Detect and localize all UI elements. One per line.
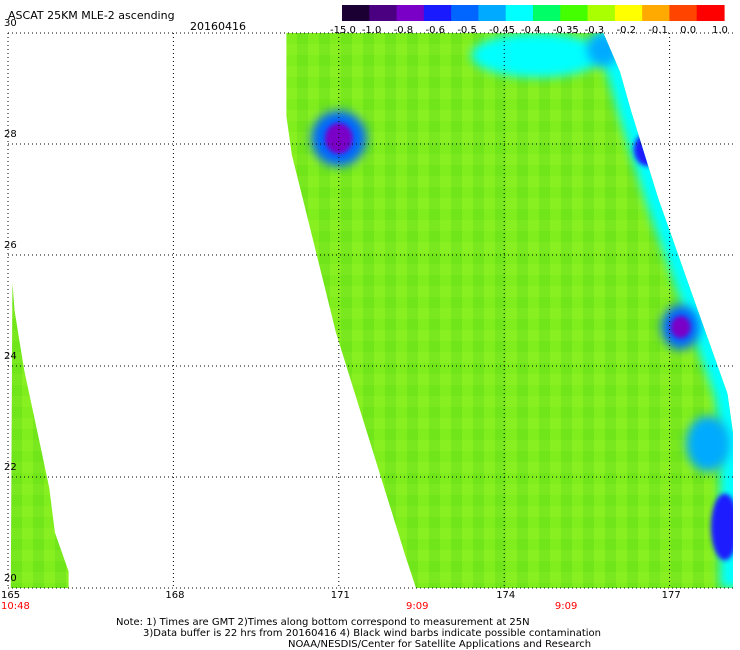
lon-label: 165 (1, 590, 21, 601)
map-title: ASCAT 25KM MLE-2 ascending (8, 9, 175, 22)
colorbar-label: -0.1 (648, 25, 668, 36)
colorbar-swatch (669, 5, 698, 21)
colorbar (342, 5, 725, 21)
colorbar-label: -0.6 (425, 25, 446, 36)
swath-right (286, 33, 733, 588)
colorbar-label: 0.0 (680, 25, 697, 36)
colorbar-swatch (533, 5, 561, 21)
lat-label: 22 (4, 462, 17, 473)
colorbar-label: -0.3 (584, 25, 605, 36)
data-patch-2 (471, 33, 604, 78)
swath-left (10, 282, 69, 588)
colorbar-swatch (696, 5, 725, 21)
colorbar-swatch (642, 5, 671, 21)
colorbar-label: -0.4 (521, 25, 541, 36)
lon-label: 174 (496, 590, 516, 601)
lat-label: 26 (4, 240, 17, 251)
colorbar-label: -0.5 (457, 25, 477, 36)
lon-label: 168 (165, 590, 185, 601)
note-line-2: 3)Data buffer is 22 hrs from 20160416 4)… (143, 628, 601, 639)
colorbar-swatch (342, 5, 370, 21)
time-label: 10:48 (1, 601, 30, 612)
lon-label: 177 (661, 590, 681, 601)
lat-lon-grid (7, 32, 733, 589)
colorbar-label: -0.2 (616, 25, 637, 36)
note-line-1: Note: 1) Times are GMT 2)Times along bot… (116, 617, 530, 628)
data-patch-4 (633, 132, 662, 167)
colorbar-label: -15.0 (330, 25, 356, 36)
colorbar-swatch (423, 5, 452, 21)
lat-label: 28 (4, 129, 17, 140)
colorbar-swatch (505, 5, 534, 21)
lat-label: 24 (4, 351, 17, 362)
colorbar-label: -0.35 (552, 25, 579, 36)
lat-label: 20 (4, 573, 17, 584)
data-patch-1 (325, 122, 353, 154)
note-line-3: NOAA/NESDIS/Center for Satellite Applica… (288, 639, 592, 650)
colorbar-swatch (560, 5, 589, 21)
colorbar-swatch (369, 5, 398, 21)
colorbar-swatch (451, 5, 480, 21)
colorbar-swatch (396, 5, 425, 21)
colorbar-swatch (587, 5, 616, 21)
colorbar-swatch (614, 5, 643, 21)
lat-label: 30 (4, 18, 17, 29)
time-label: 9:09 (554, 601, 578, 612)
data-patch-7 (686, 415, 731, 472)
colorbar-label: -1.0 (361, 25, 382, 36)
data-patch-6 (670, 316, 691, 339)
data-patch-3 (586, 33, 620, 67)
data-patch-8 (710, 493, 733, 561)
lon-label: 171 (330, 590, 350, 601)
map-date: 20160416 (190, 20, 246, 33)
colorbar-label: 1.0 (712, 25, 728, 36)
colorbar-label: -0.8 (393, 25, 414, 36)
time-label: 9:09 (405, 601, 429, 612)
colorbar-swatch (478, 5, 507, 21)
colorbar-label: -0.45 (489, 25, 516, 36)
